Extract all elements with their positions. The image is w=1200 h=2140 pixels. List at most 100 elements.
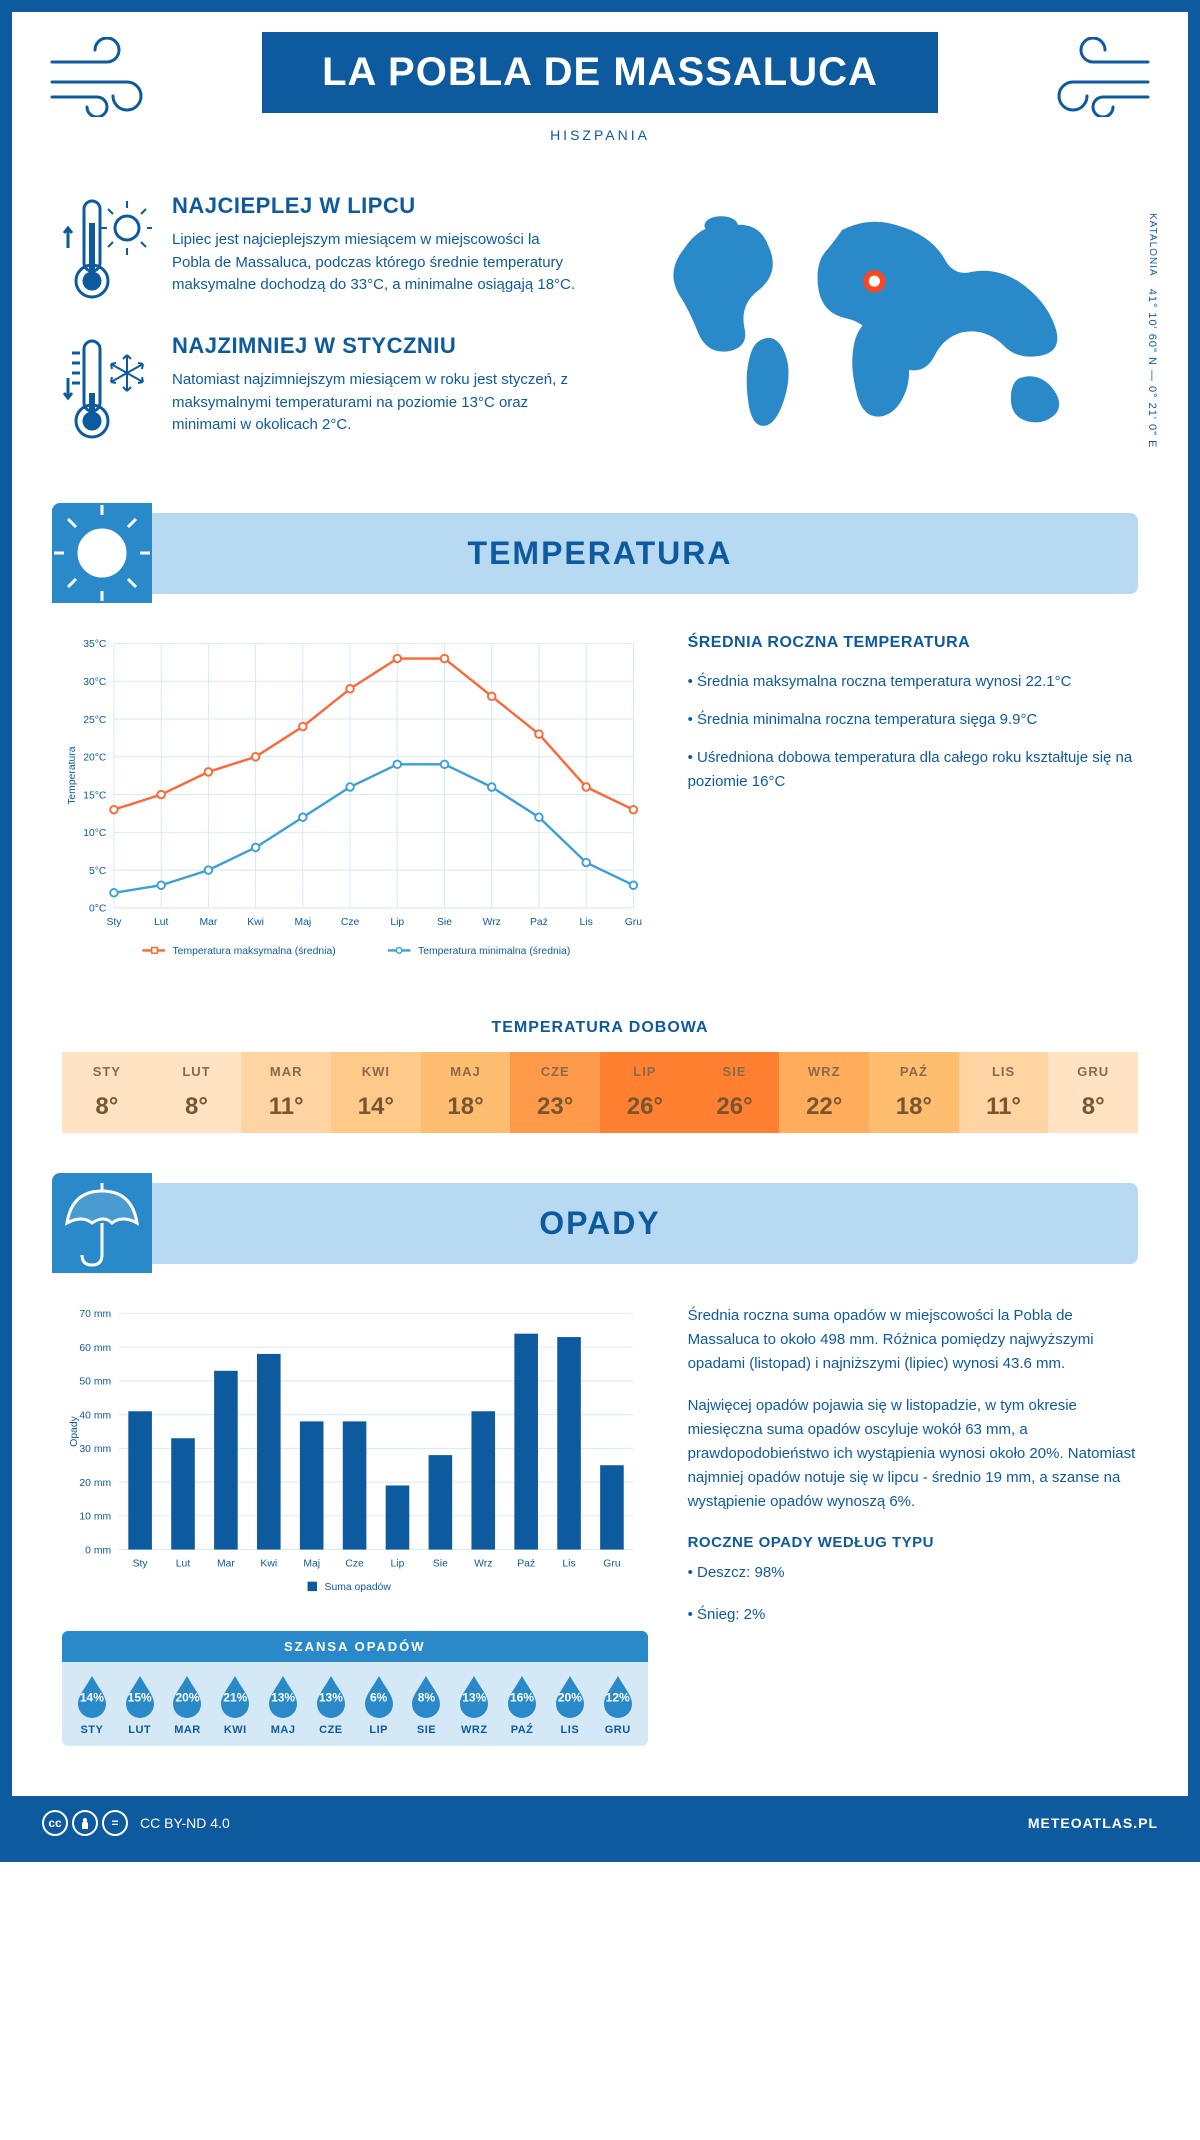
page-root: LA POBLA DE MASSALUCA HISZPANIA bbox=[0, 0, 1200, 1862]
temp-bullet-3: • Uśredniona dobowa temperatura dla całe… bbox=[688, 746, 1138, 794]
daily-temp-cell: STY 8° bbox=[62, 1052, 152, 1133]
daily-temp-month: MAJ bbox=[421, 1064, 511, 1079]
precipitation-summary: Średnia roczna suma opadów w miejscowośc… bbox=[688, 1304, 1138, 1746]
svg-text:10°C: 10°C bbox=[83, 828, 107, 839]
precipitation-heading: OPADY bbox=[62, 1205, 1138, 1242]
chance-month: LIP bbox=[355, 1724, 403, 1736]
svg-text:Maj: Maj bbox=[303, 1559, 320, 1570]
svg-text:Maj: Maj bbox=[294, 917, 311, 928]
temp-bullet-1: • Średnia maksymalna roczna temperatura … bbox=[688, 670, 1138, 694]
fact-cold-title: NAJZIMNIEJ W STYCZNIU bbox=[172, 333, 580, 359]
daily-temp-month: MAR bbox=[241, 1064, 331, 1079]
chance-cell: 16% PAŹ bbox=[498, 1674, 546, 1736]
svg-text:Suma opadów: Suma opadów bbox=[325, 1582, 392, 1593]
svg-text:30 mm: 30 mm bbox=[79, 1444, 111, 1455]
world-map bbox=[620, 193, 1138, 453]
daily-temp-month: KWI bbox=[331, 1064, 421, 1079]
daily-temp-month: LUT bbox=[152, 1064, 242, 1079]
daily-temp-value: 8° bbox=[62, 1093, 152, 1121]
chance-cell: 13%WRZ bbox=[450, 1674, 498, 1736]
daily-temp-title: TEMPERATURA DOBOWA bbox=[12, 1019, 1188, 1037]
footer-site: METEOATLAS.PL bbox=[1028, 1815, 1158, 1831]
chance-cell: 12%GRU bbox=[594, 1674, 642, 1736]
svg-text:Wrz: Wrz bbox=[483, 917, 501, 928]
daily-temp-month: WRZ bbox=[779, 1064, 869, 1079]
daily-temp-month: GRU bbox=[1048, 1064, 1138, 1079]
chance-cell: 13% CZE bbox=[307, 1674, 355, 1736]
fact-hottest: NAJCIEPLEJ W LIPCU Lipiec jest najcieple… bbox=[62, 193, 580, 303]
coords-text: 41° 10' 60" N — 0° 21' 0" E bbox=[1146, 289, 1158, 449]
thermometer-hot-icon bbox=[62, 193, 152, 303]
chance-cell: 20%LIS bbox=[546, 1674, 594, 1736]
svg-text:Lut: Lut bbox=[176, 1559, 191, 1570]
license-text: CC BY-ND 4.0 bbox=[140, 1815, 230, 1831]
cc-icon: cc bbox=[42, 1810, 68, 1836]
daily-temp-value: 8° bbox=[152, 1093, 242, 1121]
sun-section-icon bbox=[52, 503, 152, 603]
cc-icons: cc = bbox=[42, 1810, 128, 1836]
wind-icon-left bbox=[42, 37, 162, 117]
raindrop-icon: 13% bbox=[265, 1674, 301, 1718]
daily-temp-value: 14° bbox=[331, 1093, 421, 1121]
raindrop-icon: 12% bbox=[600, 1674, 636, 1718]
daily-temp-month: CZE bbox=[510, 1064, 600, 1079]
svg-text:Lip: Lip bbox=[390, 917, 404, 928]
svg-text:Mar: Mar bbox=[217, 1559, 235, 1570]
daily-temp-value: 26° bbox=[600, 1093, 690, 1121]
svg-text:0°C: 0°C bbox=[89, 904, 107, 915]
svg-text:Kwi: Kwi bbox=[247, 917, 264, 928]
temperature-summary: ŚREDNIA ROCZNA TEMPERATURA • Średnia mak… bbox=[688, 634, 1138, 979]
chance-month: KWI bbox=[211, 1724, 259, 1736]
temp-summary-heading: ŚREDNIA ROCZNA TEMPERATURA bbox=[688, 634, 1138, 652]
svg-text:Gru: Gru bbox=[603, 1559, 621, 1570]
precipitation-chance: SZANSA OPADÓW 14%STY15%LUT20%MAR21%KWI13… bbox=[62, 1631, 648, 1746]
svg-text:Lis: Lis bbox=[580, 917, 593, 928]
thermometer-cold-icon bbox=[62, 333, 152, 443]
precip-p1: Średnia roczna suma opadów w miejscowośc… bbox=[688, 1304, 1138, 1376]
daily-temp-month: STY bbox=[62, 1064, 152, 1079]
svg-text:10 mm: 10 mm bbox=[79, 1512, 111, 1523]
svg-text:Paź: Paź bbox=[530, 917, 548, 928]
svg-text:Cze: Cze bbox=[341, 917, 360, 928]
svg-text:40 mm: 40 mm bbox=[79, 1410, 111, 1421]
chance-month: PAŹ bbox=[498, 1724, 546, 1736]
daily-temp-cell: LIS11° bbox=[959, 1052, 1049, 1133]
daily-temp-cell: LIP26° bbox=[600, 1052, 690, 1133]
daily-temp-cell: WRZ22° bbox=[779, 1052, 869, 1133]
svg-text:Paź: Paź bbox=[517, 1559, 535, 1570]
chance-month: MAR bbox=[164, 1724, 212, 1736]
temperature-chart: 0°C5°C10°C15°C20°C25°C30°C35°CStyLutMarK… bbox=[62, 634, 648, 979]
raindrop-icon: 6% bbox=[361, 1674, 397, 1718]
svg-text:Gru: Gru bbox=[625, 917, 643, 928]
coordinates: KATALONIA 41° 10' 60" N — 0° 21' 0" E bbox=[1146, 213, 1158, 448]
chance-cell: 20%MAR bbox=[164, 1674, 212, 1736]
raindrop-icon: 16% bbox=[504, 1674, 540, 1718]
svg-text:20°C: 20°C bbox=[83, 753, 107, 764]
raindrop-icon: 21% bbox=[217, 1674, 253, 1718]
raindrop-icon: 13% bbox=[313, 1674, 349, 1718]
daily-temp-value: 26° bbox=[690, 1093, 780, 1121]
chance-title: SZANSA OPADÓW bbox=[62, 1631, 648, 1662]
svg-text:Opady: Opady bbox=[69, 1415, 80, 1446]
daily-temp-cell: KWI 14° bbox=[331, 1052, 421, 1133]
daily-temp-value: 18° bbox=[421, 1093, 511, 1121]
precipitation-left: 0 mm10 mm20 mm30 mm40 mm50 mm60 mm70 mmS… bbox=[62, 1304, 648, 1746]
precipitation-content: 0 mm10 mm20 mm30 mm40 mm50 mm60 mm70 mmS… bbox=[12, 1264, 1188, 1766]
chance-month: STY bbox=[68, 1724, 116, 1736]
svg-text:Wrz: Wrz bbox=[474, 1559, 492, 1570]
fact-hot-title: NAJCIEPLEJ W LIPCU bbox=[172, 193, 580, 219]
chance-month: CZE bbox=[307, 1724, 355, 1736]
raindrop-icon: 15% bbox=[122, 1674, 158, 1718]
raindrop-icon: 20% bbox=[552, 1674, 588, 1718]
daily-temp-month: PAŹ bbox=[869, 1064, 959, 1079]
svg-text:Sie: Sie bbox=[437, 917, 452, 928]
daily-temp-value: 18° bbox=[869, 1093, 959, 1121]
daily-temp-strip: STY8°LUT8°MAR11°KWI14°MAJ18°CZE23°LIP26°… bbox=[62, 1052, 1138, 1133]
svg-text:20 mm: 20 mm bbox=[79, 1478, 111, 1489]
footer: cc = CC BY-ND 4.0 METEOATLAS.PL bbox=[12, 1796, 1188, 1850]
svg-text:Lut: Lut bbox=[154, 917, 169, 928]
daily-temp-cell: PAŹ 18° bbox=[869, 1052, 959, 1133]
svg-text:Lis: Lis bbox=[562, 1559, 575, 1570]
raindrop-icon: 14% bbox=[74, 1674, 110, 1718]
region-label: KATALONIA bbox=[1147, 213, 1158, 277]
